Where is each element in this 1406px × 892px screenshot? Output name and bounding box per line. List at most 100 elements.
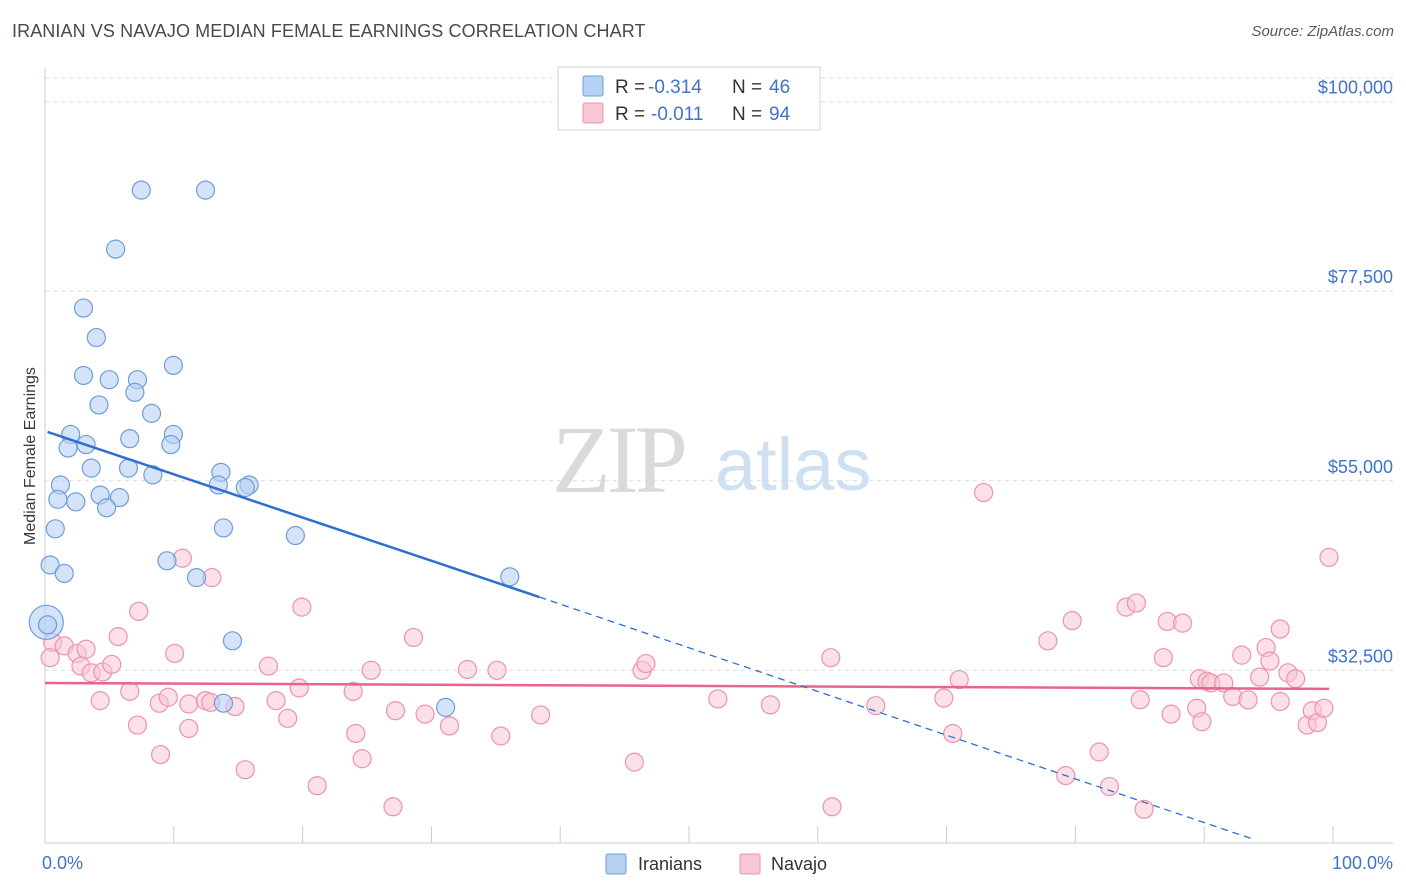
navajo-point (1153, 648, 1173, 668)
navajo-point (1062, 611, 1082, 631)
navajo-point (1192, 712, 1212, 732)
navajo-point (1270, 619, 1290, 639)
chart-title: IRANIAN VS NAVAJO MEDIAN FEMALE EARNINGS… (12, 21, 646, 41)
navajo-points (40, 482, 1339, 819)
legend-n-value-navajo: 94 (769, 104, 791, 125)
navajo-point (307, 776, 327, 796)
navajo-point (1270, 691, 1290, 712)
navajo-point (822, 797, 842, 817)
iranian-trend-line (47, 430, 540, 599)
iranian-point (125, 382, 145, 402)
navajo-point (1286, 669, 1306, 689)
legend-r-label-iranians: R = (615, 77, 645, 98)
source-label: Source: ZipAtlas.com (1251, 23, 1394, 40)
navajo-point (1238, 690, 1258, 710)
series-legend: Iranians Navajo (605, 853, 827, 875)
iranian-point (86, 327, 106, 348)
navajo-point (150, 744, 171, 765)
navajo-point (487, 660, 507, 680)
iranian-point (66, 492, 86, 512)
navajo-point (624, 752, 644, 772)
iranian-point (195, 180, 216, 200)
navajo-point (90, 691, 110, 711)
iranian-point (163, 355, 183, 375)
iranian-point (131, 180, 151, 200)
y-tick-label: $32,500 (1328, 646, 1393, 666)
watermark-zip: ZIP (552, 406, 685, 513)
navajo-point (636, 653, 656, 674)
navajo-point (346, 723, 366, 744)
iranian-point (106, 239, 126, 259)
navajo-point (1260, 651, 1280, 671)
iranian-point (37, 615, 58, 635)
iranian-point (89, 395, 109, 415)
navajo-point (439, 716, 460, 736)
correlation-legend: R = -0.314 N = 46 R = -0.011 N = 94 (557, 66, 821, 131)
navajo-point (403, 627, 424, 648)
iranian-point (40, 555, 60, 575)
navajo-point (76, 639, 96, 659)
navajo-point (289, 678, 309, 698)
iranian-point (186, 568, 207, 588)
navajo-point (1126, 593, 1147, 613)
y-tick-label: $100,000 (1318, 78, 1393, 98)
iranian-point (143, 465, 163, 485)
iranian-point (109, 488, 130, 508)
navajo-point (127, 715, 148, 735)
navajo-point (974, 482, 994, 503)
navajo-point (760, 695, 781, 715)
iranian-point (161, 434, 181, 455)
navajo-point (383, 797, 403, 817)
iranian-trend-extension (539, 596, 1253, 840)
legend-swatch-iranians (582, 75, 604, 97)
navajo-point (343, 681, 363, 701)
navajo-point (949, 669, 969, 690)
navajo-point (1250, 667, 1270, 687)
y-tick-label: $77,500 (1328, 267, 1393, 287)
legend-r-label-navajo: R = (615, 104, 645, 125)
iranian-point (97, 498, 117, 518)
iranian-point (436, 697, 456, 717)
legend-n-value-iranians: 46 (769, 77, 790, 98)
y-axis-label: Median Female Earnings (22, 367, 39, 545)
navajo-point (1089, 742, 1109, 762)
iranian-point (285, 525, 305, 546)
navajo-point (165, 643, 185, 664)
iranian-point (157, 551, 177, 571)
legend-r-value-navajo: -0.011 (651, 104, 703, 125)
navajo-point (866, 696, 886, 716)
iranian-point (213, 518, 234, 538)
navajo-point (934, 688, 954, 708)
navajo-point (1130, 690, 1150, 710)
navajo-point (158, 687, 178, 707)
navajo-point (292, 597, 312, 617)
navajo-point (1038, 631, 1058, 651)
x-tick-label-max: 100.0% (1332, 853, 1393, 873)
navajo-point (1232, 645, 1252, 665)
bottom-legend-swatch-iranians (605, 853, 627, 875)
iranian-point (73, 365, 94, 386)
navajo-point (385, 701, 406, 721)
navajo-point (531, 705, 551, 725)
navajo-point (361, 660, 381, 680)
bottom-legend-label-iranians: Iranians (638, 854, 702, 874)
navajo-point (120, 681, 140, 701)
navajo-point (129, 601, 149, 621)
legend-r-value-iranians: -0.314 (648, 77, 702, 98)
navajo-point (102, 654, 122, 675)
iranian-point (81, 458, 101, 478)
navajo-point (457, 659, 478, 680)
navajo-point (1173, 613, 1193, 633)
trend-layer (44, 430, 1330, 840)
navajo-point (108, 627, 128, 647)
navajo-point (1099, 776, 1120, 797)
navajo-point (1161, 704, 1181, 724)
navajo-point (708, 689, 728, 709)
iranian-point (141, 403, 162, 423)
tick-label-layer: $100,000 $77,500 $55,000 $32,500 0.0% 100.0% (42, 78, 1393, 873)
watermark-atlas: atlas (715, 423, 871, 506)
navajo-point (415, 704, 435, 724)
iranian-point (120, 429, 140, 449)
navajo-trend-line (44, 681, 1330, 691)
iranian-point (48, 489, 68, 509)
